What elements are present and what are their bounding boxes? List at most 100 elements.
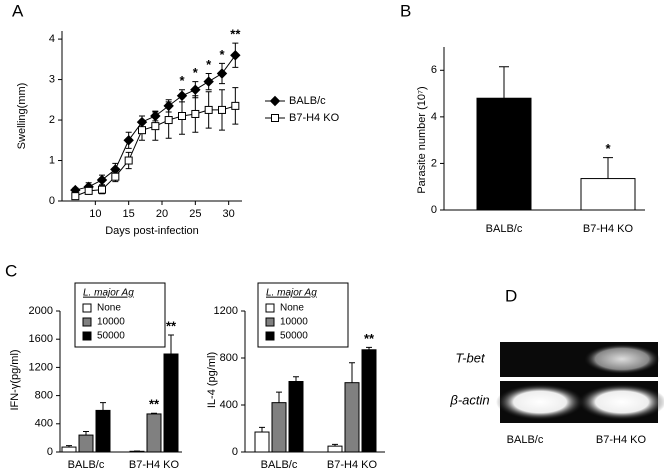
panel-label: A — [12, 1, 24, 20]
error-bar — [293, 376, 299, 382]
y-axis-label: Swelling(mm) — [16, 83, 28, 150]
bar — [476, 97, 532, 211]
y-tick-label: 0 — [49, 195, 55, 207]
gel-band — [584, 344, 660, 374]
x-tick-label: BALB/c — [486, 223, 523, 235]
bar — [327, 445, 343, 453]
data-point — [98, 185, 106, 194]
bar — [78, 434, 94, 453]
data-point — [218, 105, 226, 114]
bar — [271, 402, 287, 453]
bar — [580, 178, 636, 211]
error-bar — [499, 66, 509, 99]
bar — [129, 450, 145, 453]
annotation: ** — [166, 318, 177, 333]
y-tick-label: 0 — [431, 204, 437, 216]
legend-swatch — [265, 331, 275, 341]
data-point — [178, 112, 186, 120]
gel-band — [578, 384, 664, 420]
panel-label: D — [505, 286, 517, 305]
legend-label: 10000 — [280, 317, 308, 328]
y-tick-label: 0 — [47, 446, 53, 458]
legend-label: 10000 — [97, 317, 125, 328]
legend-title: L. major Ag — [83, 288, 134, 299]
annotation: * — [193, 65, 199, 80]
gel-row-label: β-actin — [449, 392, 489, 407]
error-bar — [100, 402, 106, 411]
gel-band — [496, 384, 584, 420]
bar — [146, 413, 162, 453]
y-tick-label: 1600 — [29, 333, 53, 345]
y-axis-label: Parasite number (10⁷) — [416, 86, 428, 193]
annotation: * — [179, 73, 185, 88]
error-bar — [603, 157, 613, 179]
y-axis-label: IL-4 (pg/ml) — [206, 352, 218, 408]
data-point — [231, 101, 240, 110]
legend-label: None — [97, 303, 121, 314]
data-point — [216, 68, 228, 79]
legend-label: 50000 — [97, 331, 125, 342]
annotation: * — [219, 47, 225, 62]
data-point — [111, 172, 120, 181]
error-bar — [168, 334, 174, 355]
y-tick-label: 2000 — [29, 305, 53, 317]
y-tick-label: 400 — [220, 399, 238, 411]
data-point — [203, 76, 214, 87]
legend-label: None — [280, 303, 304, 314]
annotation: ** — [149, 397, 160, 412]
y-tick-label: 2 — [431, 157, 437, 169]
x-tick-label: B7-H4 KO — [129, 459, 180, 471]
y-tick-label: 4 — [431, 111, 437, 123]
annotation: ** — [230, 27, 241, 42]
y-tick-label: 800 — [220, 352, 238, 364]
data-point — [191, 109, 200, 118]
x-tick-label: 25 — [189, 208, 201, 220]
data-point — [138, 126, 146, 135]
panel-label: C — [5, 261, 17, 280]
error-bar — [276, 391, 282, 403]
y-tick-label: 400 — [35, 418, 53, 430]
x-tick-label: B7-H4 KO — [327, 459, 378, 471]
panel-label: B — [400, 1, 411, 20]
annotation: * — [206, 57, 212, 72]
x-tick-label: 15 — [123, 208, 135, 220]
error-bar — [83, 431, 89, 436]
x-tick-label: BALB/c — [68, 459, 105, 471]
x-tick-label: BALB/c — [261, 459, 298, 471]
bar — [95, 409, 111, 453]
y-tick-label: 3 — [49, 73, 55, 85]
data-point — [123, 135, 134, 146]
bar — [254, 431, 270, 453]
gel-row-label: T-bet — [455, 350, 486, 365]
data-point — [190, 84, 201, 95]
legend-swatch — [265, 317, 275, 327]
legend-swatch — [82, 317, 92, 327]
bar — [61, 446, 77, 453]
data-point — [204, 105, 213, 114]
legend-label: 50000 — [280, 331, 308, 342]
gel-lane-label: B7-H4 KO — [596, 434, 647, 446]
legend-title: L. major Ag — [266, 288, 317, 299]
x-tick-label: 20 — [156, 208, 168, 220]
x-tick-label: 30 — [223, 208, 235, 220]
bar — [344, 382, 360, 453]
error-bar — [259, 426, 265, 433]
x-tick-label: B7-H4 KO — [583, 223, 634, 235]
bar — [361, 349, 377, 453]
x-tick-label: 10 — [89, 208, 101, 220]
data-point — [96, 174, 108, 186]
bar — [288, 381, 304, 453]
legend-marker — [269, 95, 281, 107]
y-tick-label: 2 — [49, 114, 55, 126]
data-point — [71, 192, 80, 201]
annotation: * — [605, 141, 611, 156]
legend-label: BALB/c — [289, 95, 326, 107]
data-point — [124, 156, 133, 165]
data-point — [164, 116, 173, 125]
y-tick-label: 800 — [35, 390, 53, 402]
legend-swatch — [82, 303, 92, 313]
data-point — [151, 122, 160, 131]
legend-swatch — [82, 331, 92, 341]
y-tick-label: 1200 — [214, 305, 238, 317]
